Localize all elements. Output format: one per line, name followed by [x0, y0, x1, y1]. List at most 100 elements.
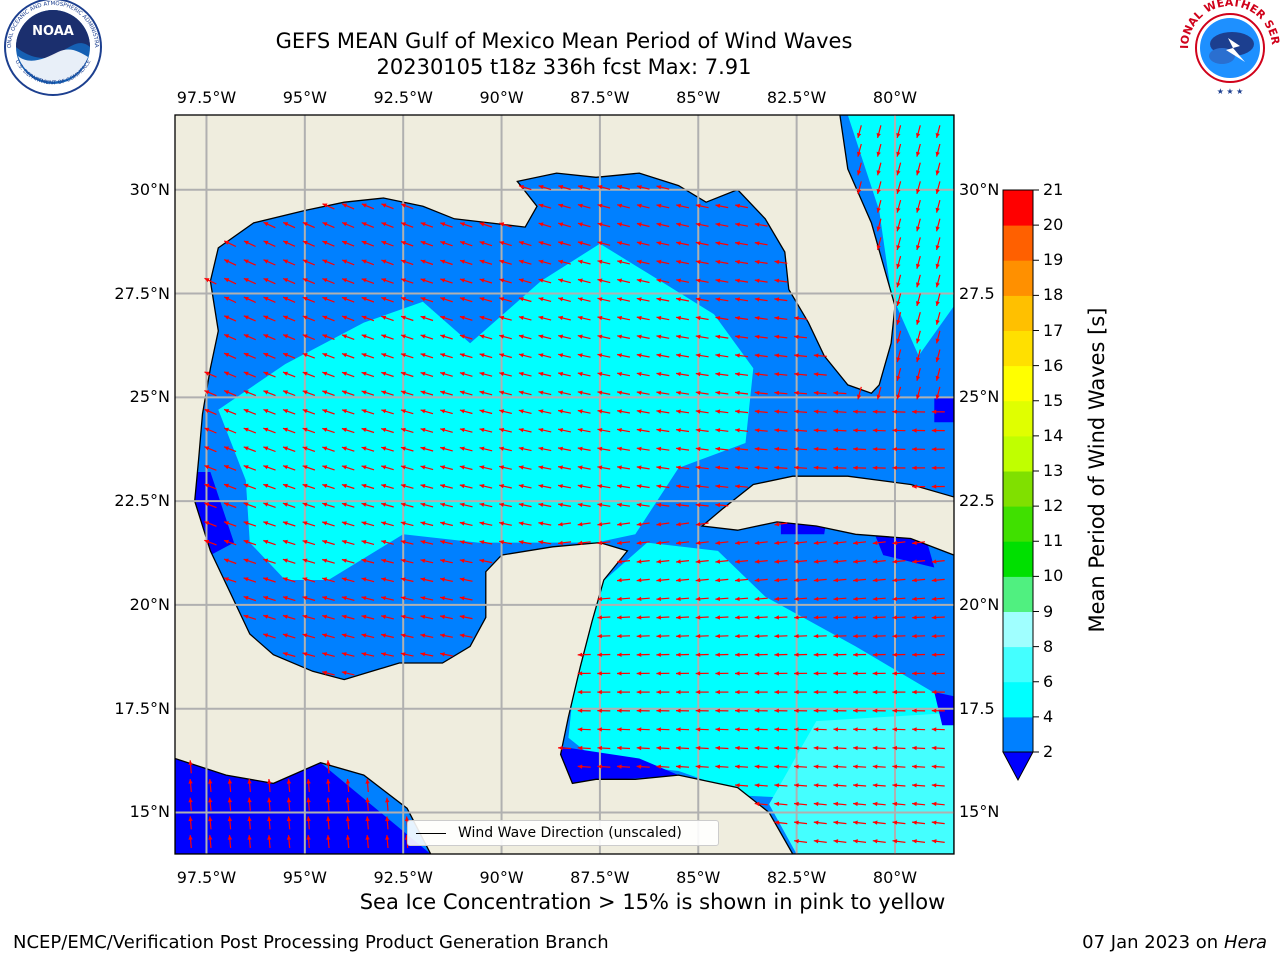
wave-direction-arrow: [223, 240, 237, 248]
wave-direction-arrow: [400, 222, 414, 228]
wave-direction-arrow: [322, 502, 335, 508]
wave-direction-arrow: [896, 237, 902, 251]
wave-direction-arrow: [341, 278, 355, 284]
wave-direction-arrow: [656, 727, 670, 732]
wave-direction-arrow: [931, 596, 945, 601]
wave-direction-arrow: [813, 820, 827, 825]
wave-direction-arrow: [715, 259, 729, 265]
wave-direction-arrow: [892, 689, 906, 695]
wave-direction-arrow: [695, 671, 709, 676]
wave-direction-arrow: [499, 315, 512, 321]
wave-direction-arrow: [263, 596, 276, 602]
wave-direction-arrow: [656, 334, 670, 339]
colorbar-level-label: 6: [1043, 671, 1054, 691]
wave-direction-arrow: [243, 315, 256, 322]
wave-direction-arrow: [872, 428, 886, 433]
wave-direction-arrow: [853, 578, 867, 583]
wave-direction-arrow: [282, 371, 296, 378]
wave-direction-arrow: [577, 203, 591, 209]
wave-direction-arrow: [774, 428, 788, 433]
wave-direction-arrow: [420, 614, 434, 620]
wave-direction-arrow: [361, 409, 375, 415]
wave-direction-arrow: [498, 484, 512, 489]
wave-direction-arrow: [754, 409, 768, 414]
wave-direction-arrow: [872, 615, 886, 620]
wave-direction-arrow: [715, 484, 729, 489]
wave-direction-arrow: [322, 558, 335, 564]
wave-direction-arrow: [479, 390, 493, 396]
wave-direction-arrow: [735, 409, 749, 414]
wave-direction-arrow: [715, 353, 729, 358]
legend-label: Wind Wave Direction (unscaled): [458, 825, 682, 841]
wave-direction-arrow: [636, 428, 650, 433]
wave-direction-arrow: [302, 259, 316, 266]
wave-direction-arrow: [361, 390, 375, 396]
wave-direction-arrow: [617, 465, 630, 470]
wave-direction-arrow: [381, 465, 394, 471]
wave-direction-arrow: [361, 614, 375, 620]
wave-direction-arrow: [695, 578, 709, 583]
wave-direction-arrow: [498, 540, 513, 545]
wave-direction-arrow: [597, 634, 611, 639]
wave-direction-arrow: [774, 559, 788, 564]
wave-direction-arrow: [617, 559, 631, 564]
date-text: 07 Jan 2023 on Hera: [1082, 932, 1267, 953]
wave-direction-arrow: [916, 199, 921, 213]
wave-direction-arrow: [813, 540, 827, 545]
wave-direction-arrow: [243, 371, 257, 378]
wave-direction-arrow: [577, 241, 591, 246]
colorbar-swatch: [1003, 400, 1033, 437]
wave-direction-arrow: [853, 801, 867, 807]
wave-direction-arrow: [302, 296, 316, 303]
wave-direction-arrow: [577, 390, 591, 396]
wave-direction-arrow: [774, 353, 788, 358]
lat-tick-right: 25°N: [959, 387, 1000, 407]
wave-direction-arrow: [636, 222, 650, 228]
wave-direction-arrow: [916, 162, 921, 176]
wave-direction-arrow: [538, 428, 552, 433]
wave-direction-arrow: [420, 278, 434, 284]
wave-direction-arrow: [735, 297, 749, 302]
wave-direction-arrow: [518, 315, 532, 321]
wave-direction-arrow: [896, 199, 902, 213]
wave-direction-arrow: [263, 277, 276, 285]
wave-direction-arrow: [499, 371, 512, 377]
wave-direction-arrow: [754, 259, 768, 265]
wave-direction-arrow: [322, 577, 335, 583]
wave-direction-arrow: [616, 372, 631, 377]
wave-direction-arrow: [813, 634, 827, 639]
wave-direction-arrow: [479, 558, 493, 564]
wave-direction-arrow: [341, 502, 355, 508]
wave-direction-arrow: [794, 727, 808, 732]
wave-direction-arrow: [896, 312, 902, 325]
wave-direction-arrow: [935, 255, 941, 269]
wave-direction-arrow: [656, 465, 670, 470]
wave-direction-arrow: [597, 371, 611, 377]
wave-direction-arrow: [636, 634, 650, 639]
wave-direction-arrow: [188, 778, 193, 793]
wave-direction-arrow: [518, 428, 532, 433]
colorbar-level-label: 15: [1043, 390, 1064, 410]
wave-direction-arrow: [833, 578, 847, 583]
wave-direction-arrow: [341, 670, 355, 676]
wave-direction-arrow: [676, 540, 690, 545]
wave-direction-arrow: [876, 218, 882, 232]
lat-tick-left: 17.5°N: [114, 698, 170, 718]
wave-direction-arrow: [892, 727, 906, 732]
wave-direction-arrow: [420, 558, 434, 564]
wave-direction-arrow: [916, 143, 921, 157]
wave-direction-arrow: [263, 390, 276, 397]
wave-direction-arrow: [400, 390, 414, 396]
wave-direction-arrow: [518, 297, 532, 303]
wave-direction-arrow: [754, 465, 768, 470]
wave-direction-arrow: [499, 334, 512, 340]
lat-tick-left: 25°N: [129, 387, 170, 407]
wave-direction-arrow: [400, 483, 414, 489]
wave-direction-arrow: [322, 296, 335, 303]
wave-direction-arrow: [794, 446, 808, 452]
wave-direction-arrow: [204, 446, 217, 453]
wave-direction-arrow: [774, 465, 788, 470]
wave-direction-arrow: [400, 465, 414, 471]
wave-direction-arrow: [400, 315, 414, 322]
wave-direction-arrow: [794, 353, 808, 358]
